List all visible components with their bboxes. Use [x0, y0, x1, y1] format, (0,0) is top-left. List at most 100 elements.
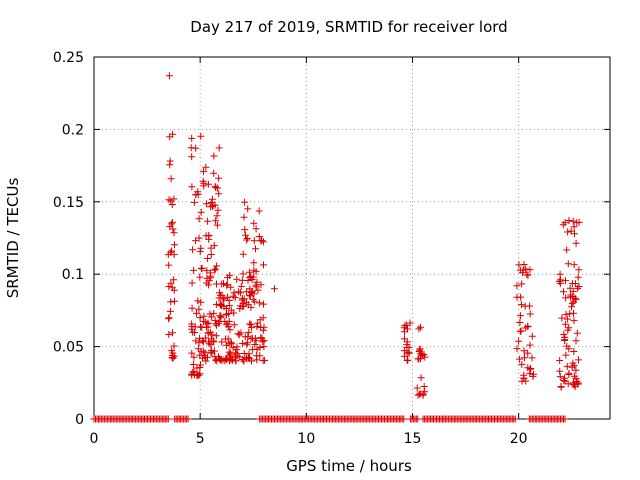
data-point	[213, 221, 221, 229]
y-tick-label: 0.2	[62, 122, 84, 138]
data-point	[513, 293, 521, 301]
data-point	[400, 415, 408, 423]
data-point	[260, 323, 268, 331]
data-point	[557, 383, 565, 391]
data-point	[243, 288, 251, 296]
x-tick-label: 15	[404, 431, 422, 447]
data-point	[560, 288, 567, 296]
data-point	[250, 259, 258, 267]
data-point	[202, 323, 210, 331]
data-point	[513, 282, 521, 290]
data-point	[197, 323, 204, 331]
data-point	[226, 352, 234, 360]
data-point	[188, 134, 196, 142]
data-point	[188, 349, 196, 357]
data-point	[223, 281, 231, 289]
data-point	[259, 338, 267, 346]
data-point	[260, 261, 267, 269]
data-point	[555, 277, 563, 285]
data-point	[568, 299, 576, 307]
data-point	[516, 312, 524, 320]
data-point	[557, 276, 564, 284]
data-point	[200, 168, 207, 176]
data-point	[518, 301, 525, 309]
data-point	[556, 373, 564, 381]
data-point	[570, 261, 578, 269]
data-point	[526, 341, 534, 349]
data-point	[252, 225, 260, 233]
data-point	[167, 175, 175, 183]
data-point	[203, 267, 211, 275]
data-point	[572, 366, 580, 374]
data-point	[207, 251, 215, 258]
data-point	[251, 341, 259, 348]
x-axis-label: GPS time / hours	[286, 457, 412, 475]
data-point	[528, 332, 536, 340]
data-point	[243, 236, 251, 244]
data-point	[212, 332, 220, 340]
data-point	[194, 345, 202, 353]
data-point	[204, 217, 212, 225]
data-point	[524, 364, 532, 372]
data-point	[252, 283, 260, 291]
y-tick-label: 0.25	[53, 50, 84, 66]
data-point	[575, 356, 582, 364]
y-tick-label: 0.1	[62, 267, 84, 283]
data-point	[570, 317, 578, 325]
data-point	[247, 303, 255, 311]
data-point	[165, 315, 172, 323]
data-point	[217, 312, 225, 320]
x-tick-label: 5	[196, 431, 205, 447]
data-point	[210, 347, 218, 355]
data-point	[200, 179, 208, 187]
data-point	[165, 331, 173, 338]
data-point	[230, 289, 238, 297]
data-point	[187, 144, 195, 152]
data-point	[414, 391, 422, 399]
data-point	[207, 199, 215, 206]
data-point	[168, 201, 176, 208]
data-point	[417, 374, 425, 382]
data-point	[164, 251, 172, 259]
data-point	[233, 346, 241, 354]
data-point	[252, 268, 260, 276]
data-point	[515, 261, 523, 269]
data-point	[562, 277, 569, 285]
data-point	[196, 273, 204, 281]
x-tick-label: 0	[90, 431, 99, 447]
data-point	[562, 294, 570, 302]
data-point	[197, 208, 205, 216]
data-point	[164, 415, 172, 423]
data-point	[560, 330, 568, 338]
data-point	[188, 320, 196, 328]
data-point	[204, 353, 211, 361]
data-point	[244, 339, 252, 347]
data-point	[566, 284, 574, 292]
data-point	[212, 217, 220, 225]
data-point	[568, 303, 575, 311]
data-point	[524, 349, 532, 357]
data-point	[244, 333, 252, 341]
data-point	[169, 225, 177, 233]
chart-title: Day 217 of 2019, SRMTID for receiver lor…	[190, 18, 507, 36]
data-point	[197, 361, 204, 369]
y-tick-label: 0.15	[53, 195, 84, 211]
data-point	[239, 340, 247, 347]
data-point	[556, 357, 564, 364]
data-point	[239, 299, 247, 307]
data-point	[242, 354, 250, 361]
data-point	[235, 331, 243, 339]
data-point	[572, 337, 580, 345]
data-point	[170, 229, 178, 237]
data-point	[243, 235, 251, 242]
x-tick-label: 10	[297, 431, 315, 447]
data-point	[228, 356, 236, 364]
data-point	[224, 274, 232, 282]
data-point	[521, 354, 528, 362]
data-point	[253, 345, 261, 353]
data-point	[516, 266, 524, 274]
data-point	[561, 374, 568, 382]
data-point	[516, 355, 524, 363]
data-point	[188, 279, 196, 287]
data-point	[518, 360, 526, 368]
